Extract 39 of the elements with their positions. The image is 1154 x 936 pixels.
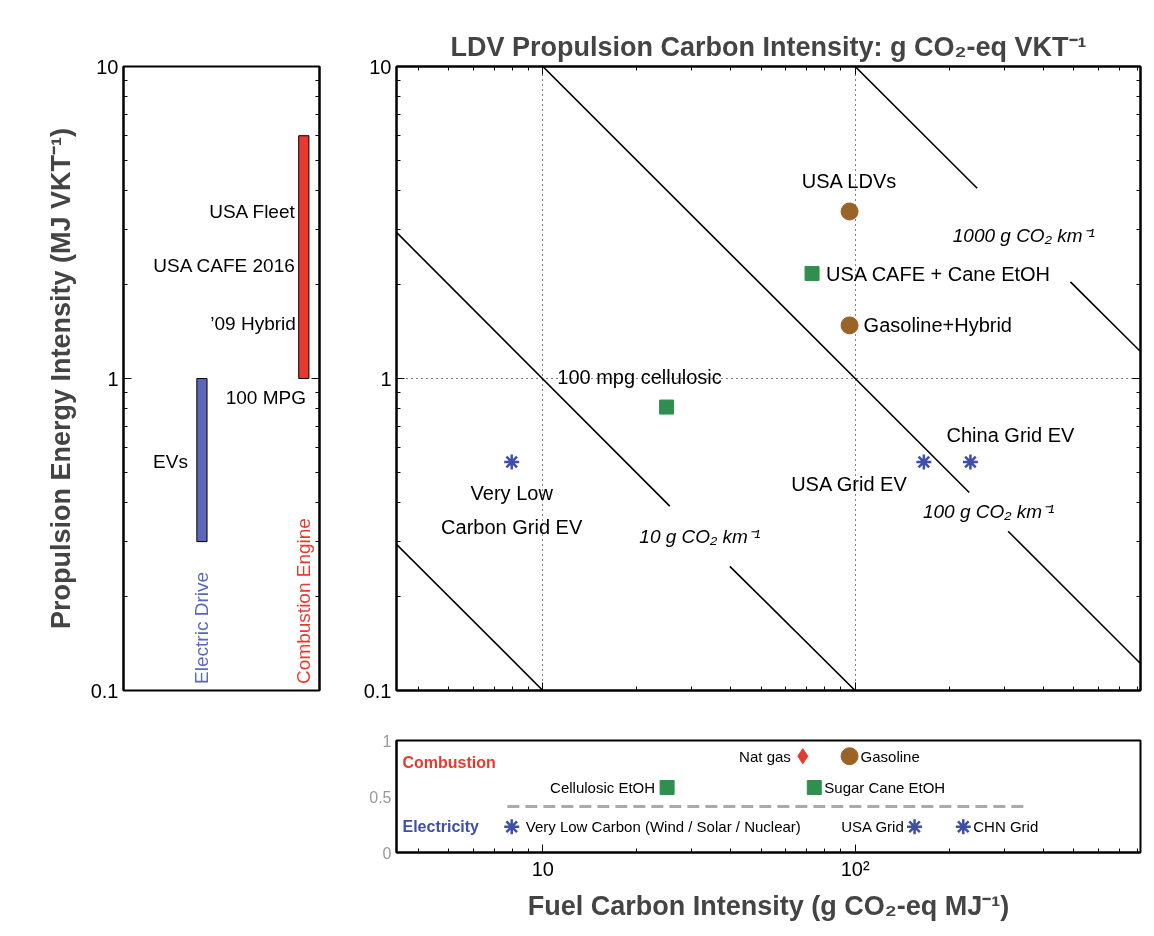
x-tick-label: 10² [840,857,870,880]
series-label: Gasoline+Hybrid [863,314,1012,337]
annotation: ’09 Hybrid [210,313,296,335]
series-label: 100 g CO₂ km⁻¹ [922,501,1055,523]
text: Very Low Carbon Grid EV [441,481,583,538]
series-label: Gasoline [860,747,920,765]
series-label: 100 mpg cellulosic [557,366,722,389]
annotation: EVs [153,451,188,473]
y-tick-label: 10 [96,55,119,78]
series-label: USA LDVs [801,170,897,193]
category-label: Electric Drive [191,571,213,684]
series-label: USA CAFE + Cane EtOH [826,262,1051,285]
annotation: Electricity [402,818,480,835]
y-tick-label: 1 [107,367,119,390]
y-tick-label: 0.1 [363,679,392,702]
y-tick-label: 0.1 [90,679,119,702]
chart-title: LDV Propulsion Carbon Intensity: g CO₂-eq VKT⁻¹ [450,31,1087,62]
annotation: Combustion [402,754,496,771]
series-label: China Grid EV [946,423,1075,446]
series-label: Cellulosic EtOH [550,779,656,797]
y-tick-label: 1 [382,732,392,750]
annotation: USA Fleet [209,200,296,222]
y-axis-title: Propulsion Energy Intensity (MJ VKT⁻¹) [45,127,76,630]
legend-label: 1000 g CO₂ km⁻¹ [952,224,1095,246]
series-label: Sugar Cane EtOH [824,779,946,797]
y-tick-label: 0.5 [369,788,392,806]
y-tick-label: 0 [382,844,392,862]
series-label: USA Grid [841,818,904,836]
y-tick-label: 1 [380,367,392,390]
annotation: USA CAFE 2016 [153,255,295,277]
series-label: CHN Grid [973,818,1039,836]
category-label: Combustion Engine [293,518,315,684]
series-label: Very Low Carbon (Wind / Solar / Nuclear) [525,818,801,836]
series-label: 10 g CO₂ km⁻¹ [639,525,761,547]
y-tick-label: 10 [369,55,392,78]
annotation: 100 MPG [225,386,306,408]
series-label: USA Grid EV [791,472,908,495]
x-axis-title: Fuel Carbon Intensity (g CO₂-eq MJ⁻¹) [527,890,1010,921]
series-label: Nat gas [739,747,791,765]
